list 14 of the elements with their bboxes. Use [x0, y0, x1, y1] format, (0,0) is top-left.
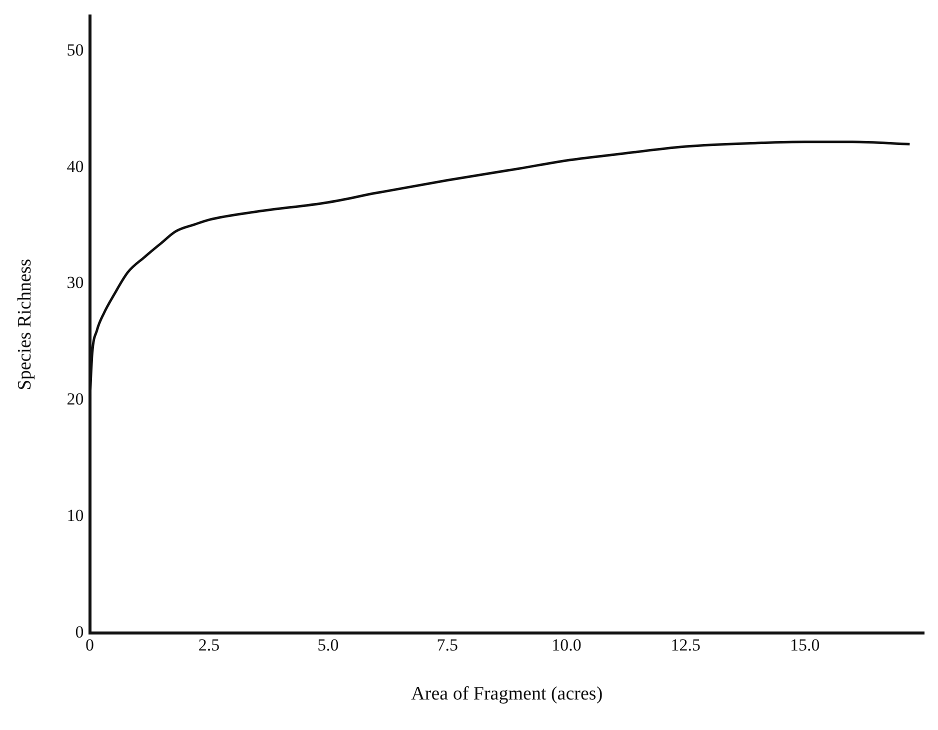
y-tick-label: 20	[66, 390, 84, 409]
y-axis-title: Species Richness	[14, 258, 36, 390]
y-tick-label: 30	[66, 273, 84, 292]
x-tick-label: 15.0	[790, 635, 820, 654]
x-axis-title: Area of Fragment (acres)	[411, 684, 603, 705]
y-tick-label: 50	[66, 40, 84, 60]
y-tick-label: 0	[75, 622, 84, 642]
x-tick-label: 12.5	[670, 635, 701, 654]
x-tick-label: 7.5	[436, 635, 458, 654]
y-tick-label: 40	[66, 156, 84, 176]
x-tick-label: 5.0	[318, 635, 339, 654]
x-tick-label: 2.5	[198, 635, 220, 654]
x-tick-label: 10.0	[552, 635, 582, 654]
y-tick-label: 10	[66, 506, 84, 525]
